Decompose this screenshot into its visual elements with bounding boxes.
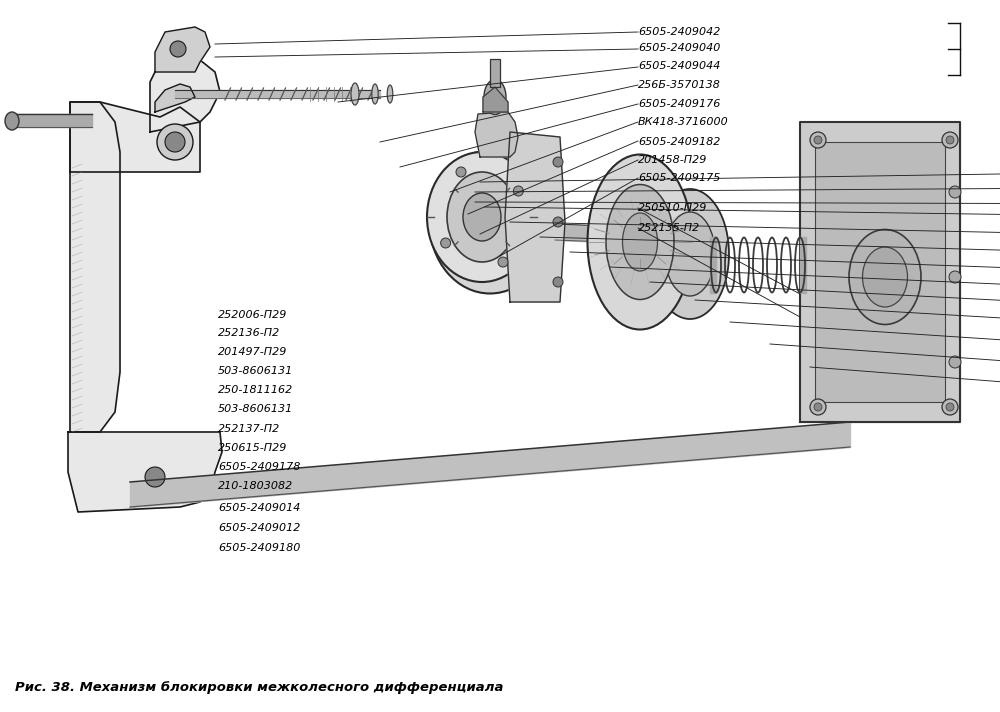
Polygon shape [150, 52, 220, 132]
Text: Рис. 38. Механизм блокировки межколесного дифференциала: Рис. 38. Механизм блокировки межколесног… [15, 681, 504, 694]
Circle shape [946, 136, 954, 144]
Text: 210-1803082: 210-1803082 [218, 481, 293, 491]
Circle shape [942, 399, 958, 415]
Ellipse shape [372, 84, 378, 104]
Circle shape [553, 277, 563, 287]
Text: 250615-П29: 250615-П29 [218, 443, 287, 453]
Polygon shape [70, 102, 200, 172]
Ellipse shape [606, 184, 674, 300]
Text: 6505-2409040: 6505-2409040 [638, 43, 720, 53]
Ellipse shape [862, 247, 908, 307]
Polygon shape [70, 102, 120, 432]
Polygon shape [483, 87, 508, 112]
Ellipse shape [588, 155, 692, 330]
Ellipse shape [665, 212, 715, 296]
Ellipse shape [387, 85, 393, 103]
Text: 6505-2409044: 6505-2409044 [638, 61, 720, 70]
Ellipse shape [651, 189, 729, 319]
Text: 252006-П29: 252006-П29 [218, 310, 287, 320]
Text: 6505-2409014: 6505-2409014 [218, 503, 300, 513]
Ellipse shape [427, 152, 537, 282]
Ellipse shape [463, 193, 501, 241]
Circle shape [810, 399, 826, 415]
Bar [490, 59, 500, 87]
Circle shape [814, 136, 822, 144]
Text: 252137-П2: 252137-П2 [218, 424, 280, 434]
Text: 6505-2409012: 6505-2409012 [218, 523, 300, 533]
Text: 252136-П2: 252136-П2 [218, 328, 280, 338]
Circle shape [946, 403, 954, 411]
Text: 250-1811162: 250-1811162 [218, 385, 293, 395]
Polygon shape [155, 84, 195, 112]
Ellipse shape [447, 172, 517, 262]
Circle shape [553, 217, 563, 227]
Bar [815, 142, 945, 402]
Circle shape [553, 157, 563, 167]
Circle shape [949, 356, 961, 368]
Polygon shape [800, 122, 960, 422]
Text: 250510-П29: 250510-П29 [638, 203, 707, 213]
Text: 6505-2409178: 6505-2409178 [218, 462, 300, 472]
Text: ВК418-3716000: ВК418-3716000 [638, 117, 729, 127]
Ellipse shape [622, 213, 658, 271]
Circle shape [513, 186, 523, 196]
Polygon shape [505, 132, 565, 302]
Circle shape [145, 467, 165, 487]
Circle shape [810, 132, 826, 148]
Ellipse shape [351, 83, 359, 105]
Text: 6505-2409182: 6505-2409182 [638, 137, 720, 147]
Text: 256Б-3570138: 256Б-3570138 [638, 80, 721, 90]
Circle shape [165, 132, 185, 152]
Text: 503-8606131: 503-8606131 [218, 366, 293, 376]
Text: 252135-П2: 252135-П2 [638, 223, 700, 233]
Text: 201458-П29: 201458-П29 [638, 155, 707, 165]
Text: 503-8606131: 503-8606131 [218, 404, 293, 414]
Text: 201497-П29: 201497-П29 [218, 347, 287, 357]
Polygon shape [475, 112, 518, 157]
Circle shape [441, 238, 451, 248]
Circle shape [157, 124, 193, 160]
Circle shape [170, 41, 186, 57]
Circle shape [949, 271, 961, 283]
Ellipse shape [430, 150, 550, 293]
Polygon shape [68, 432, 222, 512]
Polygon shape [155, 27, 210, 72]
Text: 6505-2409042: 6505-2409042 [638, 27, 720, 37]
Ellipse shape [5, 112, 19, 130]
Text: 6505-2409175: 6505-2409175 [638, 173, 720, 183]
Text: 6505-2409176: 6505-2409176 [638, 99, 720, 109]
Circle shape [942, 132, 958, 148]
Circle shape [498, 257, 508, 267]
Circle shape [456, 167, 466, 177]
Circle shape [814, 403, 822, 411]
Ellipse shape [484, 80, 506, 115]
Circle shape [949, 186, 961, 198]
Text: 6505-2409180: 6505-2409180 [218, 543, 300, 553]
Ellipse shape [849, 229, 921, 325]
